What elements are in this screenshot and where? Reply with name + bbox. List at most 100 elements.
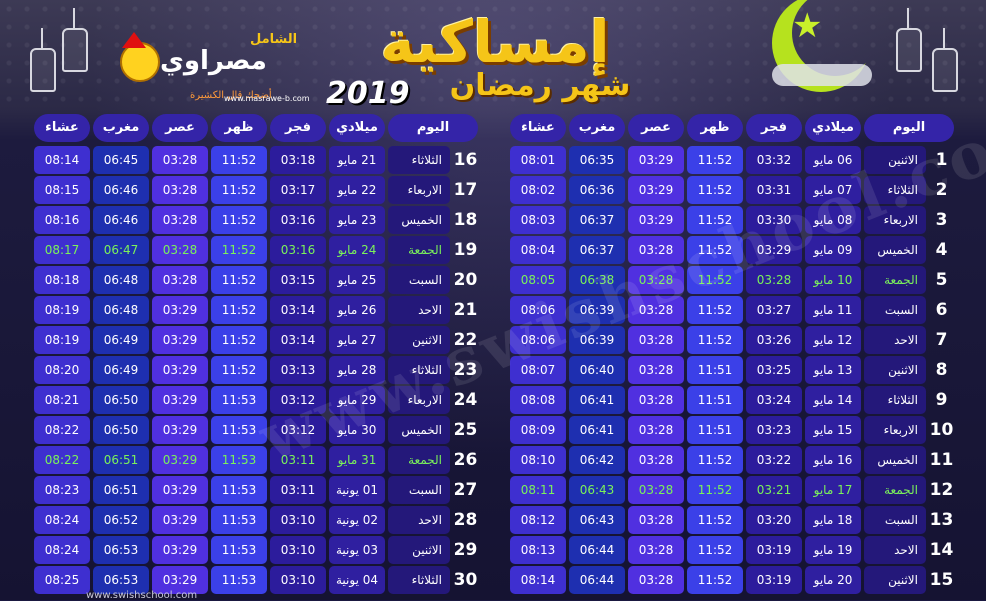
day-cell: السبت [388, 266, 450, 294]
dhuhr-cell: 11:52 [211, 236, 267, 264]
day-cell: السبت [864, 506, 926, 534]
maghrib-cell: 06:49 [93, 356, 149, 384]
isha-cell: 08:19 [34, 296, 90, 324]
num-cell: 7 [935, 330, 948, 350]
date-cell: 22 مايو [329, 176, 385, 204]
day-cell: الثلاثاء [388, 566, 450, 594]
dhuhr-cell: 11:52 [687, 146, 743, 174]
table-row: 08:10 06:42 03:28 11:52 03:22 16 مايو الخميس 11 [510, 446, 955, 474]
date-cell: 23 مايو [329, 206, 385, 234]
num-cell: 12 [929, 480, 954, 500]
date-cell: 11 مايو [805, 296, 861, 324]
maghrib-cell: 06:41 [569, 386, 625, 414]
num-cell: 27 [453, 480, 478, 500]
isha-cell: 08:21 [34, 386, 90, 414]
asr-cell: 03:28 [152, 266, 208, 294]
asr-cell: 03:28 [628, 566, 684, 594]
dhuhr-cell: 11:53 [211, 536, 267, 564]
asr-cell: 03:29 [152, 326, 208, 354]
date-cell: 31 مايو [329, 446, 385, 474]
isha-cell: 08:22 [34, 446, 90, 474]
date-cell: 25 مايو [329, 266, 385, 294]
maghrib-cell: 06:47 [93, 236, 149, 264]
num-cell: 11 [929, 450, 954, 470]
maghrib-cell: 06:41 [569, 416, 625, 444]
asr-cell: 03:28 [152, 146, 208, 174]
date-cell: 06 مايو [805, 146, 861, 174]
isha-cell: 08:11 [510, 476, 566, 504]
maghrib-cell: 06:43 [569, 476, 625, 504]
fajr-cell: 03:14 [270, 296, 326, 324]
day-column-header: اليوم [388, 114, 478, 142]
date-cell: 21 مايو [329, 146, 385, 174]
date-cell: 08 مايو [805, 206, 861, 234]
dhuhr-cell: 11:52 [687, 476, 743, 504]
isha-cell: 08:15 [34, 176, 90, 204]
day-cell: الثلاثاء [864, 386, 926, 414]
dhuhr-cell: 11:52 [687, 296, 743, 324]
isha-column-header: عشاء [510, 114, 566, 142]
asr-cell: 03:28 [628, 476, 684, 504]
num-cell: 23 [453, 360, 478, 380]
dhuhr-cell: 11:52 [211, 326, 267, 354]
num-cell: 30 [453, 570, 478, 590]
num-cell: 15 [929, 570, 954, 590]
maghrib-cell: 06:37 [569, 206, 625, 234]
dhuhr-cell: 11:53 [211, 416, 267, 444]
isha-cell: 08:24 [34, 536, 90, 564]
date-column-header: ميلادي [805, 114, 861, 142]
cloud-icon [772, 64, 872, 86]
dhuhr-cell: 11:52 [687, 266, 743, 294]
dhuhr-cell: 11:52 [211, 206, 267, 234]
table-row: 08:21 06:50 03:29 11:53 03:12 29 مايو الاربعاء… [34, 386, 479, 414]
asr-cell: 03:28 [628, 296, 684, 324]
day-cell: الاربعاء [388, 176, 450, 204]
fajr-cell: 03:23 [746, 416, 802, 444]
num-cell: 24 [453, 390, 478, 410]
asr-cell: 03:28 [628, 446, 684, 474]
date-cell: 10 مايو [805, 266, 861, 294]
num-cell: 2 [935, 180, 948, 200]
fajr-cell: 03:21 [746, 476, 802, 504]
date-cell: 01 يونية [329, 476, 385, 504]
fajr-cell: 03:32 [746, 146, 802, 174]
fajr-cell: 03:26 [746, 326, 802, 354]
maghrib-cell: 06:39 [569, 326, 625, 354]
isha-cell: 08:02 [510, 176, 566, 204]
date-column-header: ميلادي [329, 114, 385, 142]
fajr-cell: 03:12 [270, 416, 326, 444]
page-subtitle: شهر رمضان [449, 68, 631, 103]
header-pattern [0, 0, 986, 110]
day-cell: الاثنين [388, 536, 450, 564]
isha-cell: 08:16 [34, 206, 90, 234]
fajr-cell: 03:10 [270, 566, 326, 594]
maghrib-cell: 06:51 [93, 446, 149, 474]
dhuhr-cell: 11:52 [211, 266, 267, 294]
table-row: 08:03 06:37 03:29 11:52 03:30 08 مايو الاربعاء… [510, 206, 955, 234]
maghrib-column-header: مغرب [93, 114, 149, 142]
date-cell: 17 مايو [805, 476, 861, 504]
num-cell: 13 [929, 510, 954, 530]
fajr-cell: 03:10 [270, 506, 326, 534]
santa-hat-icon [122, 32, 146, 48]
isha-cell: 08:07 [510, 356, 566, 384]
isha-cell: 08:24 [34, 506, 90, 534]
asr-column-header: عصر [152, 114, 208, 142]
lantern-icon [62, 8, 88, 72]
table-row: 08:22 06:51 03:29 11:53 03:11 31 مايو الجمعة 26 [34, 446, 479, 474]
asr-cell: 03:29 [628, 176, 684, 204]
maghrib-cell: 06:37 [569, 236, 625, 264]
day-cell: الخميس [864, 236, 926, 264]
date-cell: 14 مايو [805, 386, 861, 414]
table-row: 08:22 06:50 03:29 11:53 03:12 30 مايو الخميس 25 [34, 416, 479, 444]
dhuhr-cell: 11:52 [687, 206, 743, 234]
table-row: 08:09 06:41 03:28 11:51 03:23 15 مايو الاربعاء… [510, 416, 955, 444]
asr-cell: 03:29 [628, 146, 684, 174]
num-cell: 22 [453, 330, 478, 350]
isha-cell: 08:03 [510, 206, 566, 234]
isha-cell: 08:14 [510, 566, 566, 594]
table-row: 08:15 06:46 03:28 11:52 03:17 22 مايو الاربعاء… [34, 176, 479, 204]
num-cell: 9 [935, 390, 948, 410]
asr-cell: 03:28 [628, 506, 684, 534]
num-cell: 16 [453, 150, 478, 170]
